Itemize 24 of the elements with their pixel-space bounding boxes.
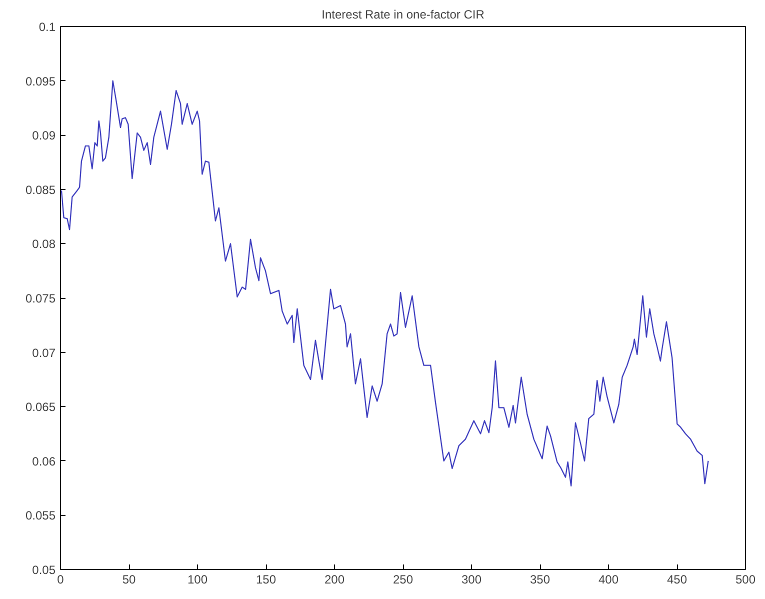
y-tick-label: 0.095	[25, 74, 56, 88]
y-tick-label: 0.055	[25, 508, 56, 523]
x-tick-label: 150	[256, 572, 276, 586]
x-tick-label: 200	[324, 572, 345, 586]
line-series	[60, 80, 709, 486]
chart-title: Interest Rate in one-factor CIR	[322, 8, 485, 22]
y-tick-label: 0.06	[32, 454, 56, 468]
y-tick-label: 0.065	[25, 400, 56, 414]
x-tick-label: 400	[598, 572, 619, 586]
x-tick-label: 450	[666, 572, 688, 586]
y-tick-label: 0.05	[32, 563, 56, 577]
x-tick-label: 500	[735, 572, 756, 586]
x-tick-label: 350	[530, 572, 550, 586]
x-tick-label: 50	[122, 572, 136, 586]
x-tick-label: 300	[461, 572, 482, 586]
y-tick-label: 0.085	[25, 182, 56, 197]
x-tick-label: 0	[57, 572, 64, 586]
y-tick-label: 0.08	[32, 237, 56, 252]
y-tick-label: 0.09	[32, 128, 56, 143]
y-tick-label: 0.1	[38, 20, 56, 34]
x-tick-label: 250	[392, 572, 414, 586]
y-tick-label: 0.07	[32, 346, 56, 360]
x-tick-label: 100	[187, 572, 208, 586]
y-tick-label: 0.075	[25, 292, 56, 306]
